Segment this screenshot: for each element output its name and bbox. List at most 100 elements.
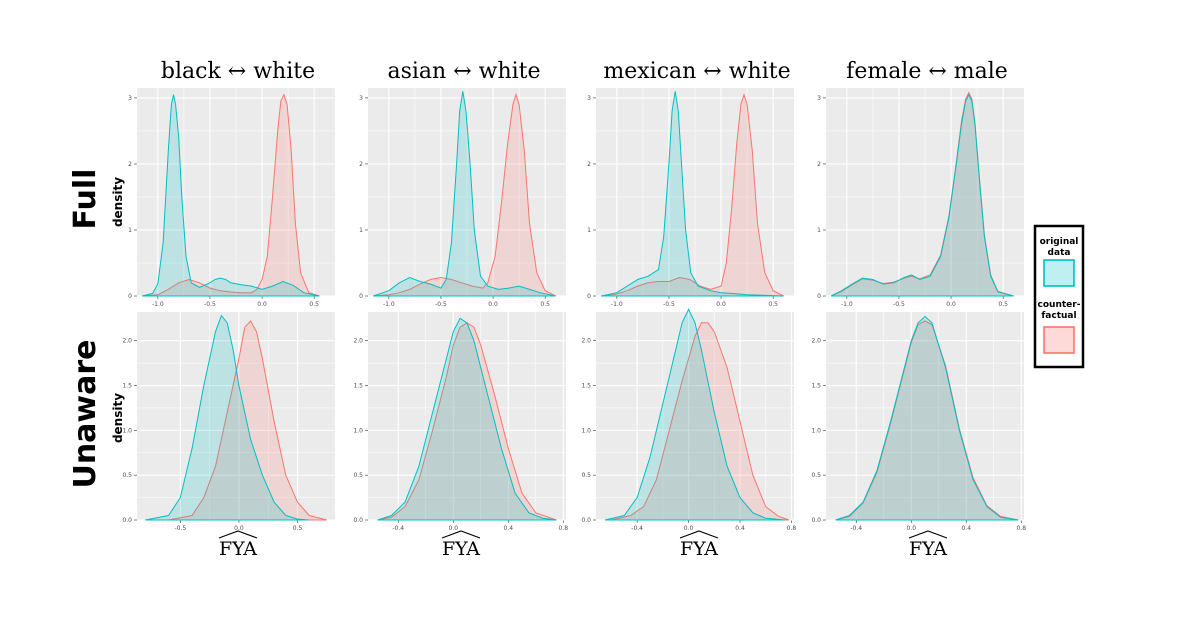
y-tick-label: 3	[817, 95, 821, 102]
density-counterfactual	[611, 322, 790, 521]
panel-full-2: -1.0 -0.5 0.0 0.5 0 1 2 3	[359, 88, 566, 308]
x-tick-label: 0.4	[735, 525, 745, 532]
y-tick-label: 0	[817, 293, 821, 300]
panel-unaware-3: -0.4 0.0 0.4 0.8 0.0 0.5 1.0 1.5 2.0	[581, 308, 796, 532]
legend-original-label-line2: data	[1048, 248, 1071, 258]
panel-full-4: -1.0 -0.5 0.0 0.5 0 1 2 3	[817, 88, 1024, 308]
column-title-1: black ↔ white	[161, 59, 315, 84]
density-counterfactual	[601, 92, 784, 297]
x-tick-label: 0.4	[503, 525, 513, 532]
x-tick-label: 0.5	[309, 301, 319, 308]
x-tick-label: -1.0	[611, 301, 623, 308]
y-tick-label: 3	[587, 95, 591, 102]
x-tick-label: -0.5	[174, 525, 186, 532]
density-counterfactual	[168, 320, 327, 521]
x-tick-label: 0.8	[558, 525, 568, 532]
x-tick-label: 0.5	[540, 301, 550, 308]
y-tick-label: 1.5	[581, 383, 591, 390]
x-axis-label-4: FYA	[908, 530, 947, 560]
density-counterfactual	[373, 92, 556, 297]
y-tick-label: 1.0	[122, 427, 132, 434]
y-tick-label: 1	[359, 227, 363, 234]
column-title-2: asian ↔ white	[387, 59, 540, 84]
panel-background	[368, 312, 566, 520]
x-tick-label: 0.5	[293, 525, 303, 532]
x-tick-label: 0.0	[906, 525, 916, 532]
column-title-3: mexican ↔ white	[603, 59, 790, 84]
density-original-data	[373, 91, 556, 297]
panel-unaware-1: -0.5 0.0 0.5 0.0 0.5 1.0 1.5 2.0	[122, 312, 335, 532]
legend-counterfactual-label-line1: counter-	[1038, 300, 1081, 310]
y-tick-label: 2.0	[353, 338, 363, 345]
y-tick-label: 1.0	[581, 427, 591, 434]
panel-background	[137, 312, 335, 520]
x-tick-label: 0.0	[684, 525, 694, 532]
x-axis-label-text: FYA	[219, 538, 257, 560]
y-tick-label: 2	[128, 161, 132, 168]
y-tick-label: 0.0	[122, 517, 132, 524]
y-tick-label: 0.5	[581, 472, 591, 479]
x-tick-label: -0.5	[893, 301, 905, 308]
x-tick-label: 0.4	[961, 525, 971, 532]
y-tick-label: 0	[587, 293, 591, 300]
density-original-data	[142, 94, 320, 297]
y-tick-label: 2	[587, 161, 591, 168]
y-tick-label: 0.5	[811, 472, 821, 479]
legend: original data counter- factual	[1033, 224, 1085, 369]
y-tick-label: 0.0	[581, 517, 591, 524]
x-tick-label: 0.0	[257, 301, 267, 308]
x-tick-label: -0.4	[850, 525, 862, 532]
y-tick-label: 0	[359, 293, 363, 300]
x-tick-label: 0.0	[234, 525, 244, 532]
x-tick-label: -0.5	[204, 301, 216, 308]
x-tick-label: -0.4	[392, 525, 404, 532]
x-tick-label: -0.5	[435, 301, 447, 308]
x-tick-label: 0.0	[488, 301, 498, 308]
x-tick-label: -0.5	[663, 301, 675, 308]
x-axis-label-text: FYA	[909, 538, 947, 560]
y-tick-label: 1.5	[122, 383, 132, 390]
density-original-data	[601, 91, 784, 297]
x-tick-label: -1.0	[841, 301, 853, 308]
y-tick-label: 3	[359, 95, 363, 102]
x-tick-label: -1.0	[383, 301, 395, 308]
row-title-full: Full	[68, 169, 103, 230]
x-axis-label-2: FYA	[441, 530, 480, 560]
panel-unaware-2: -0.4 0.0 0.4 0.8 0.0 0.5 1.0 1.5 2.0	[353, 312, 568, 532]
y-tick-label: 0.5	[353, 472, 363, 479]
x-axis-label-3: FYA	[679, 530, 718, 560]
column-title-4: female ↔ male	[846, 59, 1008, 84]
panel-full-1: -1.0 -0.5 0.0 0.5 0 1 2 3	[128, 88, 335, 308]
density-counterfactual	[835, 320, 1019, 521]
y-tick-label: 2	[359, 161, 363, 168]
x-axis-label-text: FYA	[680, 538, 718, 560]
y-tick-label: 0.0	[353, 517, 363, 524]
y-tick-label: 0.0	[811, 517, 821, 524]
panel-full-3: -1.0 -0.5 0.0 0.5 0 1 2 3	[587, 88, 794, 308]
y-tick-label: 2.0	[581, 338, 591, 345]
y-tick-label: 1.0	[811, 427, 821, 434]
x-tick-label: -1.0	[152, 301, 164, 308]
density-original-data	[830, 93, 1014, 297]
panel-background	[596, 312, 794, 520]
y-tick-label: 1.0	[353, 427, 363, 434]
y-axis-label-unaware: density	[111, 393, 125, 443]
legend-counterfactual-label-line2: factual	[1041, 311, 1076, 321]
y-tick-label: 0.5	[122, 472, 132, 479]
density-original-data	[835, 315, 1019, 521]
x-tick-label: -0.4	[631, 525, 643, 532]
row-title-unaware: Unaware	[68, 339, 103, 488]
x-tick-label: 0.5	[768, 301, 778, 308]
density-original-data	[604, 308, 786, 521]
panel-unaware-4: -0.4 0.0 0.4 0.8 0.0 0.5 1.0 1.5 2.0	[811, 312, 1026, 532]
density-counterfactual	[142, 93, 320, 297]
y-tick-label: 1	[817, 227, 821, 234]
y-tick-label: 1	[587, 227, 591, 234]
x-axis-label-1: FYA	[218, 530, 257, 560]
y-tick-label: 1.5	[811, 383, 821, 390]
x-tick-label: 0.0	[716, 301, 726, 308]
y-tick-label: 3	[128, 95, 132, 102]
legend-original-label-line1: original	[1040, 237, 1079, 247]
